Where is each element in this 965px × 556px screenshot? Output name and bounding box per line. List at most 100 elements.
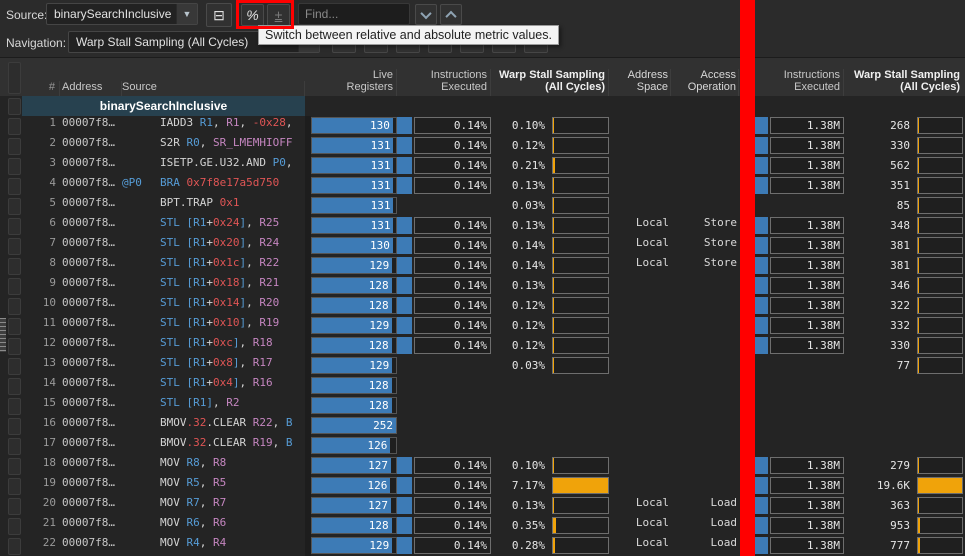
row-gutter[interactable] — [7, 136, 22, 156]
row-gutter[interactable] — [7, 316, 22, 336]
gutter-box[interactable] — [8, 317, 21, 335]
address-space-cell — [609, 436, 671, 456]
row-gutter[interactable] — [7, 116, 22, 136]
table-row[interactable]: 8 00007f8… STL [R1 +0x1c], R22 129 0.14% 0.14%… — [0, 256, 965, 276]
gutter-box[interactable] — [8, 437, 21, 455]
gutter-box[interactable] — [8, 477, 21, 495]
gutter-box[interactable] — [8, 277, 21, 295]
gutter-box[interactable] — [8, 197, 21, 215]
instructions-executed-cell: 0.14% — [397, 317, 491, 334]
gutter-box[interactable] — [8, 397, 21, 415]
table-row[interactable]: 12 00007f8… STL [R1 +0xc], R18 128 0.14% 0.12%… — [0, 336, 965, 356]
find-previous-button[interactable] — [440, 4, 462, 25]
table-row[interactable]: 13 00007f8… STL [R1 +0x8], R17 129 0.03% 77 — [0, 356, 965, 376]
col-header-live-registers[interactable]: Live Registers — [311, 69, 397, 96]
row-gutter[interactable] — [7, 216, 22, 236]
gutter-box[interactable] — [8, 497, 21, 515]
row-gutter[interactable] — [7, 456, 22, 476]
navigation-dropdown[interactable]: Warp Stall Sampling (All Cycles) ▼ — [68, 31, 320, 53]
row-gutter[interactable] — [7, 516, 22, 536]
row-address: 00007f8… — [62, 396, 115, 409]
row-gutter[interactable] — [7, 436, 22, 456]
gutter-box[interactable] — [8, 137, 21, 155]
gutter-box[interactable] — [8, 417, 21, 435]
gutter-box[interactable] — [8, 217, 21, 235]
gutter-box[interactable] — [8, 517, 21, 535]
col-header-warp-stall-sampling-abs[interactable]: Warp Stall Sampling (All Cycles) — [854, 69, 960, 93]
table-row[interactable]: 19 00007f8… MOV R5, R5 126 0.14% 7.17% 1.38M 19… — [0, 476, 965, 496]
table-row[interactable]: 6 00007f8… STL [R1 +0x24], R25 131 0.14% 0.13%… — [0, 216, 965, 236]
gutter-box[interactable] — [8, 97, 21, 115]
table-row[interactable]: 4 00007f8… @P0 BRA 0x7f8e17a5d750 131 0.14% 0.… — [0, 176, 965, 196]
row-gutter[interactable] — [7, 156, 22, 176]
table-row[interactable]: 14 00007f8… STL [R1 +0x4], R16 128 — [0, 376, 965, 396]
table-row[interactable]: 15 00007f8… STL [R1], R2 128 — [0, 396, 965, 416]
gutter-box[interactable] — [8, 62, 21, 94]
col-header-instructions-executed-abs[interactable]: Instructions Executed — [753, 69, 844, 96]
row-gutter[interactable] — [7, 356, 22, 376]
row-gutter[interactable] — [7, 396, 22, 416]
table-row[interactable]: 16 00007f8… BMOV .32 .CLEAR R22, B 252 — [0, 416, 965, 436]
row-address: 00007f8… — [62, 336, 115, 349]
col-header-source[interactable]: Source — [122, 81, 305, 96]
table-row[interactable]: 3 00007f8… ISETP.GE.U32.AND P0, 131 0.14% 0.2… — [0, 156, 965, 176]
gutter-box[interactable] — [8, 177, 21, 195]
row-gutter[interactable] — [7, 496, 22, 516]
table-row[interactable]: 22 00007f8… MOV R4, R4 129 0.14% 0.28% Local Lo… — [0, 536, 965, 556]
gutter-box[interactable] — [8, 357, 21, 375]
gutter-box[interactable] — [8, 457, 21, 475]
gutter-box[interactable] — [8, 297, 21, 315]
table-row[interactable]: 10 00007f8… STL [R1 +0x14], R20 128 0.14% 0.12… — [0, 296, 965, 316]
gutter-box[interactable] — [8, 537, 21, 555]
table-row[interactable]: 9 00007f8… STL [R1 +0x18], R21 128 0.14% 0.13%… — [0, 276, 965, 296]
row-gutter[interactable] — [7, 376, 22, 396]
instructions-bar — [397, 497, 412, 514]
gutter-box[interactable] — [8, 237, 21, 255]
row-gutter[interactable] — [7, 416, 22, 436]
table-row[interactable]: 20 00007f8… MOV R7, R7 127 0.14% 0.13% Local Lo… — [0, 496, 965, 516]
gutter-box[interactable] — [8, 117, 21, 135]
table-row[interactable]: 11 00007f8… STL [R1 +0x10], R19 129 0.14% 0.12… — [0, 316, 965, 336]
row-gutter[interactable] — [7, 276, 22, 296]
warp-stall-bar-box — [552, 517, 609, 534]
instructions-executed-cell: 0.14% — [397, 277, 491, 294]
warp-stall-bar-fill — [553, 138, 554, 153]
gutter-box[interactable] — [8, 377, 21, 395]
table-row[interactable]: 2 00007f8… S2R R0, SR_LMEMHIOFF 131 0.14% 0.1… — [0, 136, 965, 156]
find-input[interactable] — [298, 3, 410, 25]
function-row[interactable]: binarySearchInclusive — [0, 96, 965, 116]
relative-values-button[interactable]: % — [241, 4, 264, 26]
gutter-box[interactable] — [8, 157, 21, 175]
warp-stall-bar-box — [552, 217, 609, 234]
col-header-instructions-executed[interactable]: Instructions Executed — [397, 69, 491, 96]
find-next-button[interactable] — [415, 4, 437, 25]
col-header-access-operation[interactable]: Access Operation — [671, 69, 739, 96]
table-row[interactable]: 21 00007f8… MOV R6, R6 128 0.14% 0.35% Local Lo… — [0, 516, 965, 536]
row-gutter[interactable] — [7, 96, 22, 116]
row-number: 10 — [42, 296, 56, 309]
row-gutter[interactable] — [7, 476, 22, 496]
col-header-address-space[interactable]: Address Space — [609, 69, 671, 96]
row-gutter[interactable] — [7, 536, 22, 556]
col-header-warp-stall-sampling[interactable]: Warp Stall Sampling (All Cycles) — [491, 69, 609, 96]
col-header-number[interactable]: # — [22, 81, 60, 96]
row-gutter[interactable] — [7, 236, 22, 256]
table-row[interactable]: 5 00007f8… BPT.TRAP 0x1 131 0.03% 85 — [0, 196, 965, 216]
row-gutter[interactable] — [7, 196, 22, 216]
row-gutter[interactable] — [7, 256, 22, 276]
chevron-down-icon[interactable]: ▼ — [176, 4, 197, 24]
row-gutter[interactable] — [7, 336, 22, 356]
navigation-label: Navigation: — [6, 36, 67, 50]
row-gutter[interactable] — [7, 176, 22, 196]
scrollbar-thumb[interactable] — [0, 318, 6, 352]
table-row[interactable]: 17 00007f8… BMOV .32 .CLEAR R19, B 126 — [0, 436, 965, 456]
collapse-all-button[interactable]: ⊟ — [206, 3, 232, 27]
gutter-box[interactable] — [8, 257, 21, 275]
table-row[interactable]: 1 00007f8… IADD3 R1, R1, -0x28, 130 0.14% 0.1… — [0, 116, 965, 136]
row-gutter[interactable] — [7, 296, 22, 316]
table-row[interactable]: 7 00007f8… STL [R1 +0x20], R24 130 0.14% 0.14%… — [0, 236, 965, 256]
col-header-address[interactable]: Address — [60, 81, 122, 96]
gutter-box[interactable] — [8, 337, 21, 355]
source-dropdown[interactable]: binarySearchInclusive ▼ — [46, 3, 198, 25]
table-row[interactable]: 18 00007f8… MOV R8, R8 127 0.14% 0.10% 1.38M 27… — [0, 456, 965, 476]
